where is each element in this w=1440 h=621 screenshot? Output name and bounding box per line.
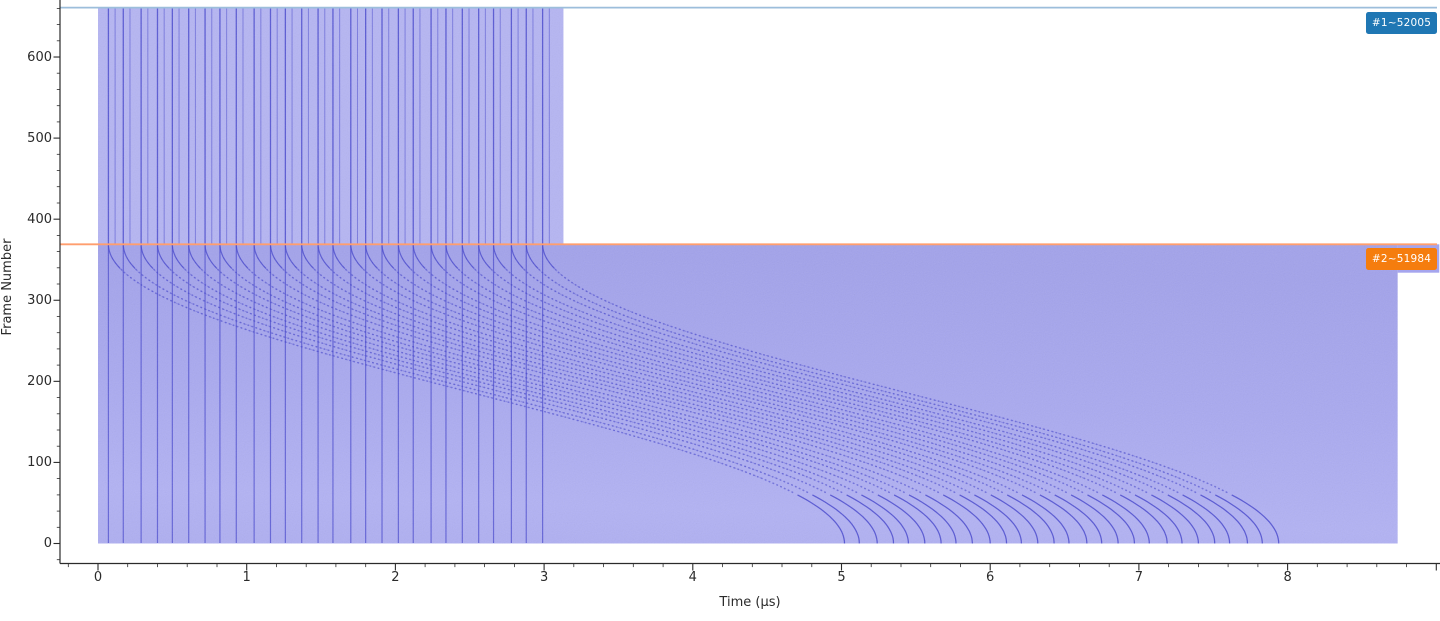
x-tick-label: 7 [1134, 570, 1144, 585]
grain-overlay [98, 244, 1398, 544]
grain-overlay [98, 8, 564, 245]
x-axis-title: Time (µs) [719, 595, 781, 610]
x-tick-label: 4 [688, 570, 697, 585]
x-tick-label: 6 [986, 570, 995, 585]
axis-ticks [53, 7, 1437, 571]
marker-2-badge[interactable]: #2~51984 [1366, 248, 1437, 270]
x-tick-label: 5 [837, 570, 846, 585]
y-tick-label: 600 [27, 49, 52, 65]
marker-lines [60, 6, 1437, 246]
x-tick-label: 1 [242, 570, 251, 585]
y-tick-label: 200 [27, 373, 52, 389]
y-tick-label: 300 [27, 292, 52, 308]
x-tick-label: 3 [539, 570, 549, 585]
y-axis-title: Frame Number [0, 238, 15, 336]
x-tick-label: 8 [1283, 570, 1292, 585]
y-tick-label: 0 [43, 536, 52, 551]
y-tick-label: 400 [27, 211, 52, 227]
y-tick-label: 500 [27, 130, 52, 146]
axes-spines [59, 0, 1440, 565]
x-tick-label: 0 [93, 570, 103, 585]
x-tick-label: 2 [391, 570, 400, 585]
y-tick-label: 100 [27, 454, 52, 470]
marker-1-badge[interactable]: #1~52005 [1366, 12, 1437, 34]
